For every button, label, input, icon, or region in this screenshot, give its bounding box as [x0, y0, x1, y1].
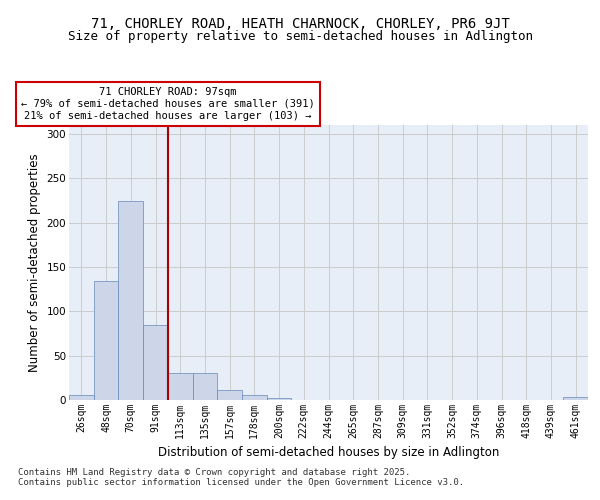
- Bar: [143, 324, 168, 400]
- Text: 71 CHORLEY ROAD: 97sqm
← 79% of semi-detached houses are smaller (391)
21% of se: 71 CHORLEY ROAD: 97sqm ← 79% of semi-det…: [21, 88, 315, 120]
- Bar: [563, 398, 588, 400]
- X-axis label: Distribution of semi-detached houses by size in Adlington: Distribution of semi-detached houses by …: [158, 446, 499, 460]
- Bar: [94, 281, 118, 400]
- Y-axis label: Number of semi-detached properties: Number of semi-detached properties: [28, 153, 41, 372]
- Bar: [69, 394, 94, 400]
- Text: 71, CHORLEY ROAD, HEATH CHARNOCK, CHORLEY, PR6 9JT: 71, CHORLEY ROAD, HEATH CHARNOCK, CHORLE…: [91, 18, 509, 32]
- Bar: [267, 398, 292, 400]
- Text: Contains HM Land Registry data © Crown copyright and database right 2025.
Contai: Contains HM Land Registry data © Crown c…: [18, 468, 464, 487]
- Bar: [118, 202, 143, 400]
- Bar: [193, 374, 217, 400]
- Bar: [242, 394, 267, 400]
- Bar: [168, 374, 193, 400]
- Bar: [217, 390, 242, 400]
- Text: Size of property relative to semi-detached houses in Adlington: Size of property relative to semi-detach…: [67, 30, 533, 43]
